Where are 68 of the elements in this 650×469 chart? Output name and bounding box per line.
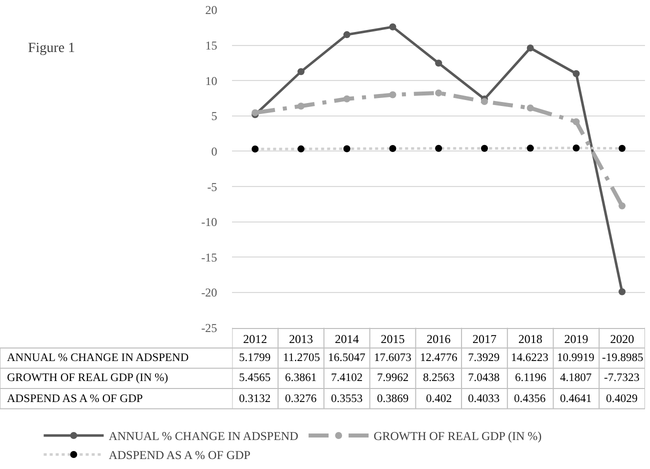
data-label: 0.4356 (514, 393, 546, 405)
point (572, 118, 580, 126)
data-label: 5.1799 (239, 352, 271, 364)
data-label: 14.6223 (511, 352, 549, 364)
y-tick-label: -5 (207, 180, 218, 194)
x-tick-label: 2013 (289, 332, 313, 346)
point (526, 104, 534, 112)
point (389, 91, 396, 98)
data-label: 17.6073 (374, 352, 412, 364)
y-tick-label: -15 (201, 250, 218, 264)
data-label: 16.5047 (328, 352, 366, 364)
data-label: 12.4776 (420, 352, 458, 364)
text: GROWTH OF REAL GDP (IN %) (7, 372, 168, 384)
point (618, 288, 626, 296)
data-label: -7.7323 (604, 372, 640, 384)
y-tick-label: 0 (211, 144, 218, 158)
caption: Figure 1 (28, 41, 76, 56)
y-tick-label: -20 (201, 286, 218, 300)
x-tick-label: 2019 (564, 332, 588, 346)
x-tick-label: 2016 (426, 332, 451, 346)
point (298, 68, 304, 76)
y-tick-label: -10 (201, 215, 218, 230)
x-tick-label: 2017 (472, 332, 496, 346)
y-tick-label: 15 (205, 38, 218, 53)
x-tick-label: 2014 (334, 332, 359, 346)
point (435, 89, 442, 96)
data-label: 11.2705 (283, 352, 320, 364)
data-label: 0.4029 (606, 393, 638, 405)
x-tick-label: 2012 (243, 332, 268, 346)
data-label: 0.3132 (239, 393, 271, 405)
legend-label: ANNUAL % CHANGE IN ADSPEND (108, 429, 299, 444)
data-label: 0.3276 (285, 393, 317, 405)
point (435, 60, 442, 67)
data-label: 0.4033 (468, 393, 500, 405)
y-tick-label: 10 (205, 74, 218, 88)
point (298, 102, 304, 110)
data-label: 6.1196 (515, 372, 546, 384)
point (343, 31, 350, 38)
text: ANNUAL % CHANGE IN ADSPEND (7, 352, 189, 364)
x-tick-label: 2015 (380, 332, 405, 346)
point (618, 202, 626, 210)
x-tick-label: 2018 (518, 332, 542, 346)
legend-label: ADSPEND AS A % OF GDP (108, 448, 251, 462)
data-label: 7.3929 (468, 352, 500, 364)
legend-label: GROWTH OF REAL GDP (IN %) (374, 429, 542, 444)
point (480, 98, 488, 105)
data-label: 0.402 (426, 393, 452, 405)
y-tick-label: -25 (201, 321, 218, 335)
data-label: 4.1807 (560, 372, 592, 384)
text: ADSPEND AS A % OF GDP (7, 393, 143, 405)
data-label: 0.3869 (377, 393, 409, 405)
data-label: 7.0438 (468, 372, 500, 384)
x-tick-label: 2020 (610, 332, 634, 346)
point (343, 95, 350, 102)
data-label: 7.9962 (377, 372, 409, 384)
y-tick-label: 5 (211, 109, 218, 124)
point (526, 44, 534, 52)
y-tick-label: 20 (205, 3, 218, 18)
data-label: 8.2563 (423, 372, 455, 384)
point (389, 23, 396, 30)
data-label: 5.4565 (239, 372, 271, 384)
data-label: 6.3861 (285, 372, 317, 384)
data-label: -19.8985 (602, 352, 644, 364)
data-label: 7.4102 (331, 372, 363, 384)
data-label: 0.4641 (560, 393, 592, 405)
data-label: 10.9919 (557, 352, 595, 364)
point (572, 70, 580, 78)
data-label: 0.3553 (331, 393, 363, 405)
